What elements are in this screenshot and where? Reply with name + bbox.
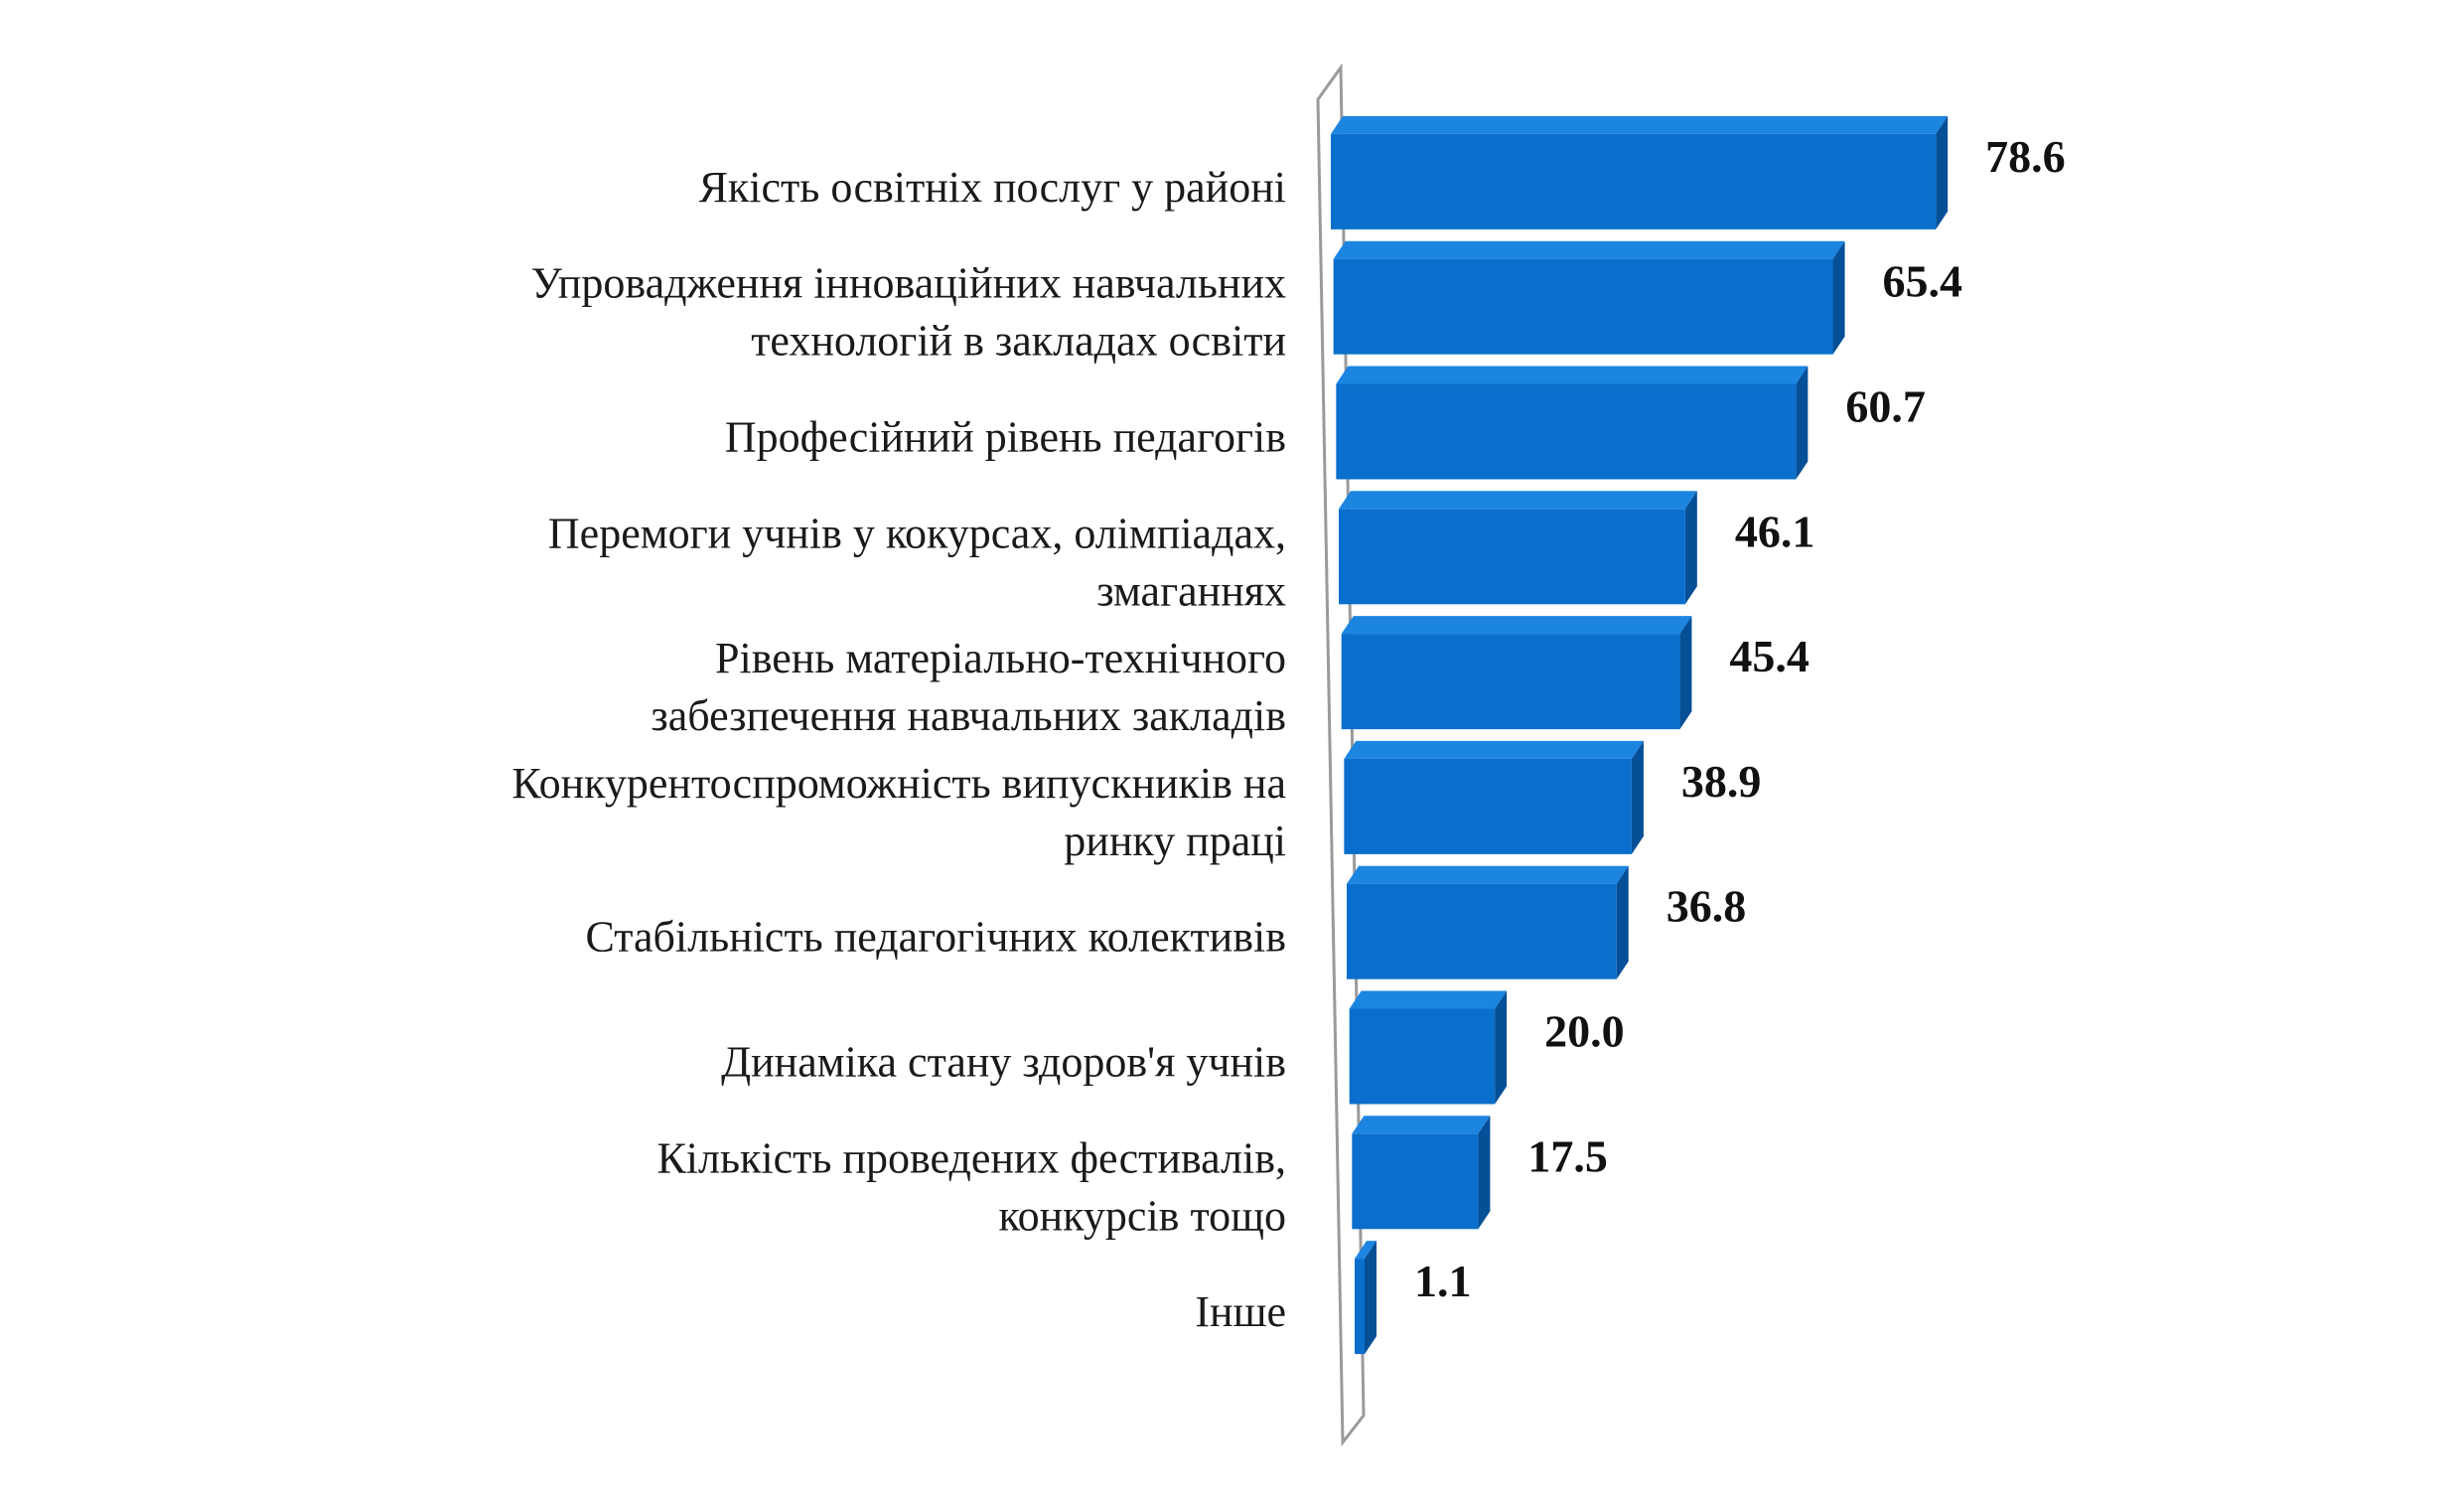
bar	[1336, 366, 1809, 480]
category-label-line: Якість освітніх послуг у районі	[699, 163, 1286, 212]
category-label-line: Конкурентоспроможність випускників на	[511, 759, 1286, 808]
category-label-line: Перемоги учнів у кокурсах, олімпіадах,	[548, 509, 1286, 557]
category-label: Перемоги учнів у кокурсах, олімпіадах, зм…	[548, 509, 1286, 615]
value-label: 45.4	[1729, 631, 1810, 681]
bar-top	[1336, 366, 1809, 384]
value-label: 38.9	[1681, 756, 1762, 807]
bar	[1331, 115, 1949, 229]
category-label-line: конкурсів тощо	[998, 1191, 1286, 1240]
bar-front	[1344, 758, 1632, 854]
bar-front	[1349, 1008, 1496, 1105]
value-label: 78.6	[1985, 131, 2065, 182]
bar	[1333, 240, 1845, 355]
bar-side	[1616, 865, 1629, 979]
bar-side	[1679, 616, 1692, 730]
bar-side	[1631, 740, 1644, 854]
bar-side	[1796, 366, 1809, 480]
bar-top	[1341, 616, 1692, 635]
category-label: Професійний рівень педагогів	[725, 413, 1286, 462]
category-label: Стабільність педагогічних колективів	[585, 913, 1286, 962]
bar-front	[1355, 1259, 1365, 1355]
bar-top	[1339, 491, 1697, 510]
bar	[1344, 740, 1644, 854]
category-label-line: Інше	[1195, 1287, 1286, 1336]
category-label-line: Рівень матеріально-технічного	[715, 634, 1286, 682]
value-label: 65.4	[1883, 256, 1963, 307]
category-label: Упровадження інноваційних навчальних техн…	[531, 259, 1286, 366]
value-label: 20.0	[1544, 1006, 1625, 1057]
bar-side	[1832, 240, 1845, 355]
category-label: Рівень матеріально-технічного забезпеченн…	[651, 634, 1286, 740]
bar-side	[1478, 1116, 1491, 1230]
bar-side	[1365, 1241, 1377, 1355]
bar	[1355, 1241, 1377, 1355]
category-label-line: забезпечення навчальних закладів	[651, 691, 1286, 740]
value-label: 36.8	[1667, 881, 1747, 932]
bar-side	[1684, 491, 1697, 605]
bar-top	[1355, 1241, 1377, 1260]
category-label-line: Стабільність педагогічних колективів	[585, 913, 1286, 962]
category-label-line: Динаміка стану здоров'я учнів	[721, 1038, 1286, 1087]
category-label: Динаміка стану здоров'я учнів	[721, 1038, 1286, 1087]
bar-top	[1333, 240, 1845, 259]
bar-top	[1347, 865, 1629, 884]
category-label-line: змаганнях	[1096, 566, 1286, 615]
bar-front	[1347, 883, 1617, 979]
category-label: Інше	[1195, 1287, 1286, 1336]
category-labels: Якість освітніх послуг у районі Упровадже…	[511, 163, 1286, 1336]
value-labels: 78.6 65.4 60.7 46.1 45.4 38.9 36.8 20.0 17.5 1.1	[1414, 131, 2066, 1306]
bar-front	[1339, 509, 1685, 605]
bar	[1339, 491, 1697, 605]
bar	[1352, 1116, 1491, 1230]
bar-top	[1352, 1116, 1491, 1134]
category-label: Конкурентоспроможність випускників на рин…	[511, 759, 1286, 865]
bar-front	[1341, 634, 1680, 730]
bar	[1341, 616, 1692, 730]
bars	[1331, 115, 1949, 1355]
bar-front	[1336, 383, 1797, 480]
bar-top	[1331, 115, 1949, 134]
bar-side	[1936, 115, 1949, 229]
bar-top	[1344, 740, 1644, 759]
category-label-line: технологій в закладах освіти	[751, 317, 1286, 366]
bar-top	[1349, 990, 1508, 1009]
bar-front	[1352, 1133, 1479, 1230]
value-label: 17.5	[1527, 1130, 1608, 1181]
bar-side	[1495, 990, 1508, 1105]
category-label: Якість освітніх послуг у районі	[699, 163, 1286, 212]
value-label: 1.1	[1414, 1256, 1472, 1306]
bar-front	[1333, 258, 1833, 355]
category-label-line: Упровадження інноваційних навчальних	[531, 259, 1286, 308]
value-label: 60.7	[1845, 381, 1926, 432]
bar	[1347, 865, 1629, 979]
category-label-line: Кількість проведених фестивалів,	[656, 1133, 1286, 1182]
category-label: Кількість проведених фестивалів, конкурсі…	[656, 1133, 1286, 1240]
bar-front	[1331, 133, 1937, 229]
category-label-line: Професійний рівень педагогів	[725, 413, 1286, 462]
bar	[1349, 990, 1508, 1105]
category-label-line: ринку праці	[1064, 817, 1286, 865]
value-label: 46.1	[1735, 506, 1815, 556]
